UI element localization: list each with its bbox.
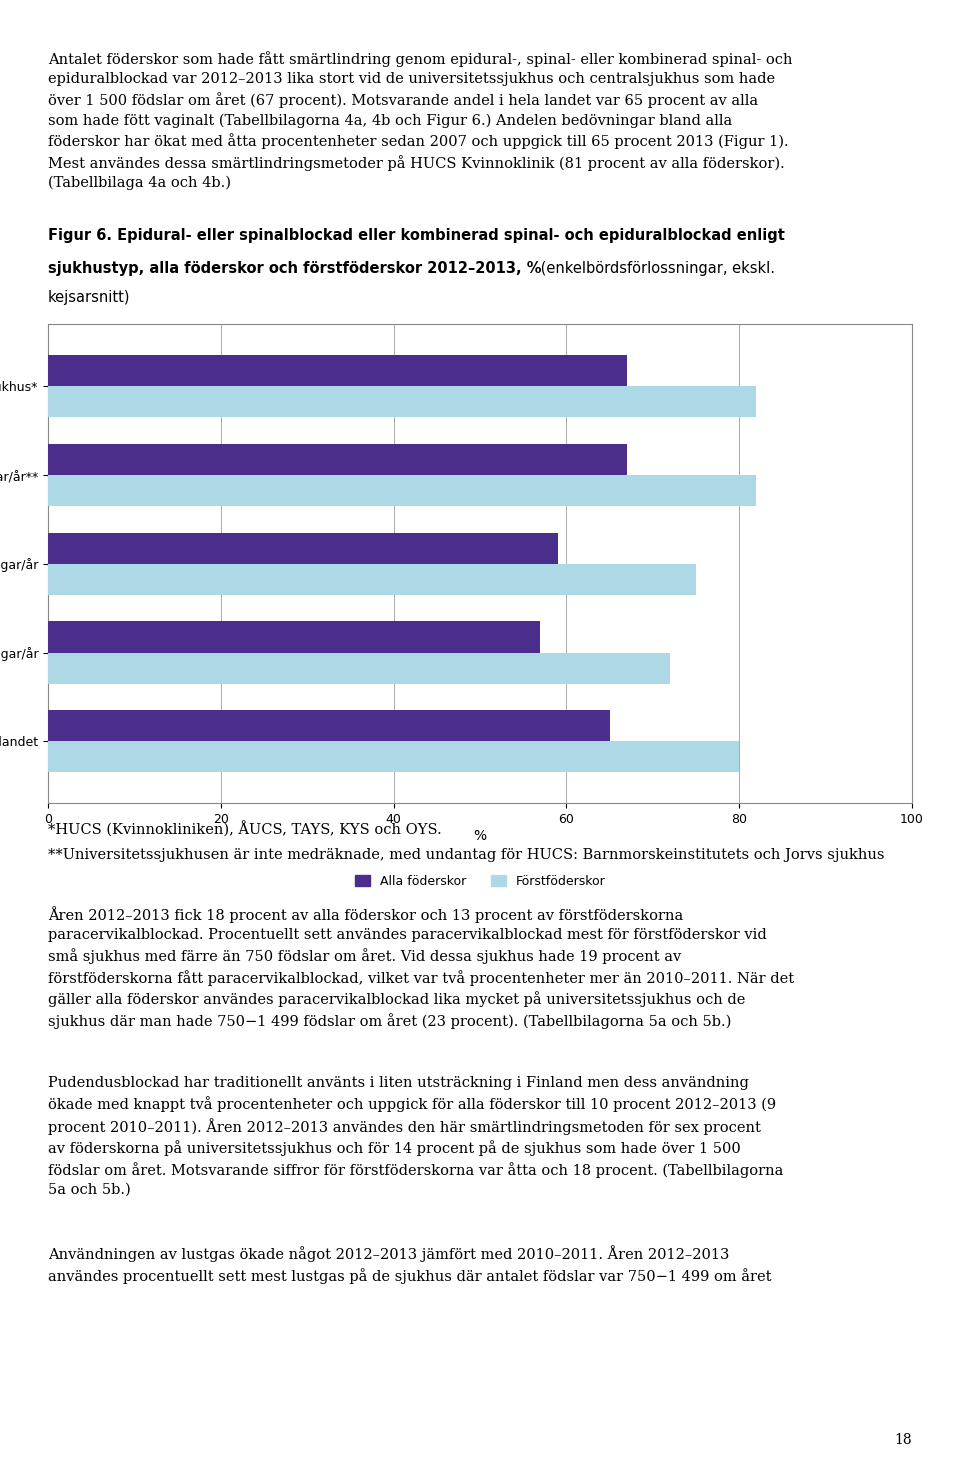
Bar [48, 653, 670, 684]
Text: Figur 6. Epidural- eller spinalblockad eller kombinerad spinal- och epiduralbloc: Figur 6. Epidural- eller spinalblockad e… [48, 228, 785, 243]
Bar [48, 532, 558, 565]
Text: Användningen av lustgas ökade något 2012–2013 jämfört med 2010–2011. Åren 2012–2: Användningen av lustgas ökade något 2012… [48, 1246, 772, 1284]
Text: *HUCS (Kvinnokliniken), ÅUCS, TAYS, KYS och OYS.: *HUCS (Kvinnokliniken), ÅUCS, TAYS, KYS … [48, 821, 442, 837]
X-axis label: %: % [473, 828, 487, 843]
Bar [48, 710, 610, 741]
Text: Åren 2012–2013 fick 18 procent av alla föderskor och 13 procent av förstfödersko: Åren 2012–2013 fick 18 procent av alla f… [48, 907, 794, 1029]
Text: Antalet föderskor som hade fått smärtlindring genom epidural-, spinal- eller kom: Antalet föderskor som hade fått smärtlin… [48, 52, 793, 190]
Text: sjukhustyp, alla föderskor och förstföderskor 2012–2013, %: sjukhustyp, alla föderskor och förstföde… [48, 261, 541, 276]
Text: kejsarsnitt): kejsarsnitt) [48, 290, 131, 305]
Text: 18: 18 [895, 1434, 912, 1447]
Text: (enkelbördsförlossningar, ekskl.: (enkelbördsförlossningar, ekskl. [536, 261, 775, 276]
Bar [48, 444, 627, 475]
Bar [48, 741, 739, 772]
Legend: Alla föderskor, Förstföderskor: Alla föderskor, Förstföderskor [349, 870, 611, 893]
Text: Pudendusblockad har traditionellt använts i liten utsträckning i Finland men des: Pudendusblockad har traditionellt använt… [48, 1076, 783, 1197]
Text: **Universitetssjukhusen är inte medräknade, med undantag för HUCS: Barnmorskeins: **Universitetssjukhusen är inte medräkna… [48, 848, 884, 861]
Bar [48, 386, 756, 417]
Bar [48, 355, 627, 386]
Bar [48, 565, 696, 595]
Bar [48, 622, 540, 653]
Bar [48, 475, 756, 506]
